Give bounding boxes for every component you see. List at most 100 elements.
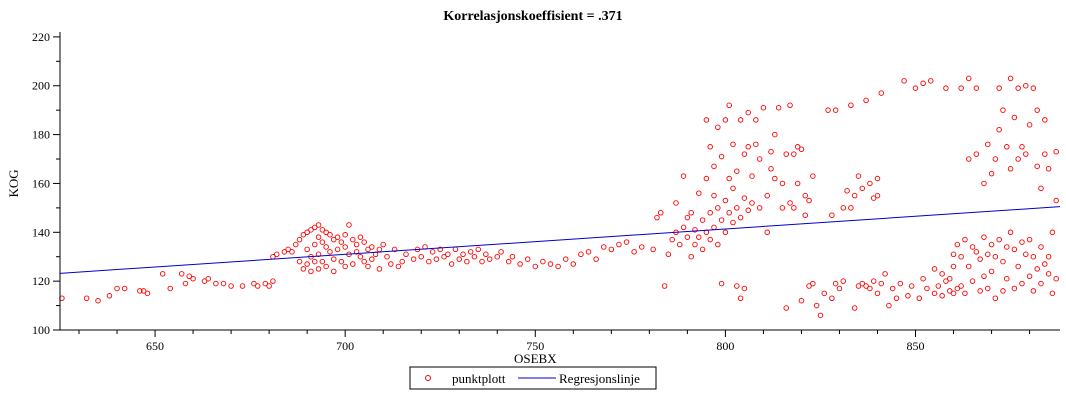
scatter-point — [874, 290, 881, 297]
scatter-point — [954, 241, 961, 248]
scatter-point — [350, 261, 356, 267]
scatter-point — [946, 288, 953, 294]
scatter-point — [787, 200, 793, 206]
scatter-point — [680, 224, 687, 231]
scatter-point — [943, 278, 949, 284]
scatter-point — [304, 229, 310, 236]
scatter-point — [186, 273, 193, 280]
scatter-point — [950, 251, 957, 258]
scatter-point — [483, 251, 489, 258]
scatter-point — [1019, 280, 1025, 287]
scatter-point — [334, 234, 341, 240]
scatter-point — [825, 107, 831, 113]
scatter-point — [464, 258, 470, 265]
scatter-point — [1045, 271, 1052, 277]
scatter-point — [623, 239, 630, 245]
scatter-point — [346, 222, 352, 228]
scatter-point — [981, 273, 987, 280]
scatter-point — [794, 180, 801, 187]
scatter-point — [965, 75, 972, 82]
scatter-point — [958, 85, 964, 91]
scatter-point — [251, 280, 257, 287]
scatter-point — [1045, 253, 1052, 260]
scatter-point — [810, 280, 816, 287]
scatter-point — [878, 280, 885, 287]
scatter-point — [730, 219, 736, 226]
scatter-point — [715, 241, 721, 248]
scatter-point — [973, 249, 980, 255]
scatter-point — [323, 244, 329, 250]
scatter-point — [958, 253, 964, 260]
scatter-point — [456, 256, 462, 262]
scatter-point — [369, 244, 375, 250]
scatter-point — [190, 275, 196, 282]
scatter-point — [756, 205, 763, 211]
scatter-point — [327, 231, 333, 238]
scatter-point — [946, 275, 953, 282]
scatter-point — [486, 256, 493, 262]
scatter-point — [342, 244, 348, 250]
scatter-point — [1007, 229, 1014, 236]
scatter-point — [300, 266, 307, 272]
scatter-point — [593, 256, 599, 262]
scatter-point — [764, 229, 770, 236]
scatter-point — [939, 293, 945, 299]
scatter-point — [912, 85, 919, 91]
scatter-point — [832, 280, 839, 287]
scatter-point — [228, 283, 234, 289]
scatter-point — [1053, 275, 1059, 282]
scatter-point — [863, 283, 869, 289]
scatter-point — [741, 151, 748, 157]
scatter-point — [798, 146, 805, 152]
scatter-point — [889, 285, 896, 292]
scatter-point — [608, 246, 615, 253]
y-tick-label: 220 — [32, 30, 50, 44]
scatter-point — [931, 290, 938, 297]
scatter-point — [1049, 229, 1056, 236]
scatter-point — [692, 227, 698, 233]
scatter-point — [1045, 166, 1052, 172]
scatter-point — [323, 263, 329, 270]
scatter-point — [870, 195, 877, 201]
y-tick-label: 200 — [32, 79, 50, 93]
scatter-point — [722, 197, 729, 204]
scatter-point — [962, 290, 968, 297]
scatter-point — [308, 227, 314, 233]
scatter-point — [745, 109, 751, 116]
scatter-point — [737, 214, 744, 221]
regression-layer — [59, 206, 1061, 274]
scatter-point — [1000, 107, 1006, 113]
scatter-point — [281, 249, 288, 255]
scatter-point — [863, 97, 869, 104]
scatter-point — [137, 288, 143, 294]
scatter-point — [365, 246, 371, 253]
scatter-point — [273, 251, 280, 258]
scatter-point — [715, 124, 721, 131]
scatter-point — [1011, 246, 1018, 253]
scatter-point — [848, 205, 854, 211]
scatter-point — [319, 227, 326, 233]
scatter-point — [711, 192, 717, 199]
scatter-point — [935, 283, 942, 289]
scatter-point — [734, 283, 740, 289]
scatter-point — [327, 249, 333, 255]
scatter-point — [1004, 144, 1010, 150]
scatter-point — [798, 297, 805, 304]
scatter-point — [992, 156, 999, 162]
scatter-point — [1023, 251, 1029, 258]
scatter-point — [555, 263, 561, 270]
scatter-point — [562, 256, 569, 262]
scatter-point — [1034, 266, 1040, 272]
scatter-point — [985, 251, 991, 258]
y-tick-label: 120 — [32, 274, 50, 288]
scatter-point — [699, 246, 706, 253]
scatter-point — [1030, 288, 1037, 294]
scatter-point — [981, 234, 987, 240]
scatter-point — [855, 283, 862, 289]
scatter-point — [1049, 290, 1056, 297]
scatter-point — [1015, 156, 1021, 162]
scatter-point — [699, 217, 706, 223]
scatter-point — [916, 295, 923, 301]
scatter-point — [768, 166, 774, 172]
scatter-point — [315, 266, 322, 272]
